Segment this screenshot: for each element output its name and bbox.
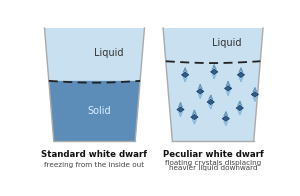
Text: floating crystals displacing: floating crystals displacing (165, 160, 261, 166)
Polygon shape (177, 107, 184, 112)
Polygon shape (49, 81, 140, 141)
Polygon shape (237, 72, 244, 78)
Polygon shape (222, 116, 230, 121)
Text: Liquid: Liquid (94, 48, 123, 58)
Polygon shape (236, 105, 243, 111)
Polygon shape (182, 72, 189, 78)
Text: Standard white dwarf: Standard white dwarf (41, 150, 148, 159)
Polygon shape (225, 86, 232, 91)
Polygon shape (211, 69, 218, 74)
Polygon shape (44, 28, 145, 141)
Polygon shape (191, 114, 198, 120)
Text: freezing from the inside out: freezing from the inside out (44, 162, 145, 168)
Polygon shape (251, 92, 258, 97)
Text: Solid: Solid (87, 106, 111, 116)
Text: Liquid: Liquid (212, 38, 242, 48)
Text: heavier liquid downward: heavier liquid downward (169, 165, 257, 172)
Polygon shape (207, 99, 214, 105)
Polygon shape (163, 28, 263, 141)
Text: Peculiar white dwarf: Peculiar white dwarf (163, 150, 263, 159)
Polygon shape (197, 89, 204, 94)
